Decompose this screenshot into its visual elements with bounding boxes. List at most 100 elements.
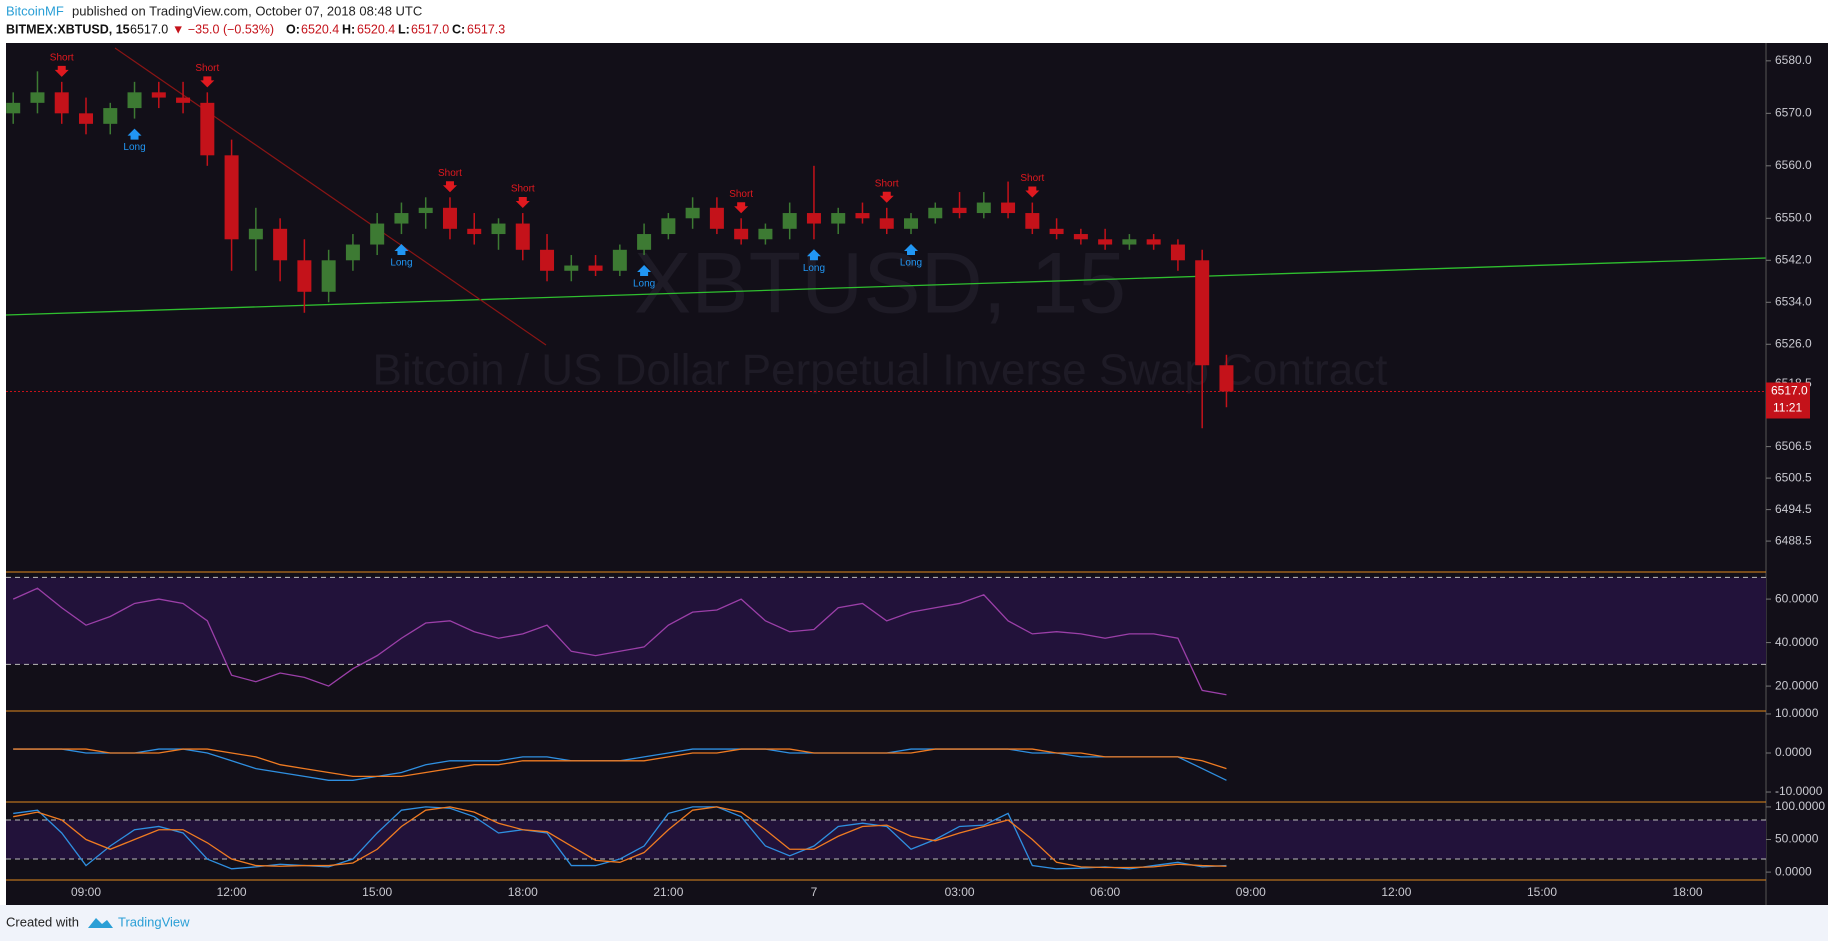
o: 6520.4	[301, 22, 339, 36]
x-tick-label: 15:00	[1527, 885, 1557, 899]
candle-body	[685, 207, 700, 219]
symbol: BITMEX:XBTUSD, 15	[6, 22, 130, 36]
l: 6517.0	[411, 22, 449, 36]
candle-body	[831, 213, 846, 224]
candle-body	[1170, 244, 1185, 261]
candle-body	[1122, 239, 1137, 245]
candle-body	[879, 218, 894, 229]
long-arrow	[904, 244, 919, 256]
rsi-line	[12, 587, 1227, 696]
watermark-subtitle: Bitcoin / US Dollar Perpetual Inverse Sw…	[373, 346, 1388, 395]
change: ▼ −35.0 (−0.53%)	[172, 22, 274, 36]
author[interactable]: BitcoinMF	[6, 3, 64, 18]
x-tick-label: 18:00	[1673, 885, 1703, 899]
h: 6520.4	[357, 22, 395, 36]
candle-body	[1219, 365, 1234, 392]
candle-body	[928, 207, 943, 219]
o-label: O:	[286, 22, 300, 36]
short-label: Short	[1020, 173, 1044, 184]
candle-body	[1195, 260, 1210, 366]
c: 6517.3	[467, 22, 505, 36]
short-arrow	[200, 76, 215, 88]
y-tick-label: 0.0000	[1775, 864, 1812, 878]
candle-body	[79, 113, 93, 124]
long-label: Long	[900, 258, 922, 269]
y-tick-label: 50.0000	[1775, 832, 1819, 846]
candle-body	[418, 207, 433, 214]
short-arrow	[515, 197, 530, 209]
x-tick-label: 15:00	[362, 885, 392, 899]
candle-body	[976, 202, 991, 214]
trend-line	[114, 47, 547, 346]
y-tick-label: 6526.0	[1775, 336, 1812, 350]
candle-body	[394, 213, 409, 224]
short-label: Short	[729, 189, 753, 200]
candle-body	[151, 92, 166, 98]
candle-body	[540, 249, 555, 271]
candle-body	[1001, 202, 1016, 214]
y-tick-label: 6542.0	[1775, 252, 1812, 266]
price-tag-price: 6517.0	[1771, 384, 1808, 398]
y-tick-label: 10.0000	[1775, 706, 1819, 720]
x-tick-label: 06:00	[1090, 885, 1120, 899]
h-label: H:	[342, 22, 355, 36]
short-label: Short	[511, 184, 535, 195]
trend-line	[5, 257, 1767, 316]
candle-body	[200, 102, 215, 156]
x-tick-label: 21:00	[653, 885, 683, 899]
long-arrow	[806, 249, 821, 261]
short-arrow	[54, 65, 69, 77]
x-tick-label: 12:00	[1381, 885, 1411, 899]
candle-body	[1025, 213, 1040, 229]
stoch-line	[13, 806, 1227, 869]
price-tag	[1766, 382, 1810, 419]
x-tick-label: 09:00	[1236, 885, 1266, 899]
candle-body	[515, 223, 530, 250]
watermark-title: XBTUSD, 15	[634, 236, 1126, 332]
short-label: Short	[438, 168, 462, 179]
candle-body	[297, 260, 312, 292]
candle-body	[1049, 228, 1064, 235]
published: published on TradingView.com, October 07…	[72, 3, 422, 18]
candle-body	[248, 228, 263, 240]
candle-body	[1098, 239, 1113, 245]
long-arrow	[394, 244, 409, 256]
candle-body	[758, 228, 773, 240]
y-tick-label: 6500.5	[1775, 470, 1812, 484]
y-tick-label: 6488.5	[1775, 533, 1812, 547]
candle-body	[176, 97, 191, 103]
y-tick-label: 20.0000	[1775, 678, 1819, 692]
y-tick-label: 6550.0	[1775, 210, 1812, 224]
stoch-line	[13, 806, 1227, 870]
candle-body	[904, 218, 919, 229]
x-tick-label: 18:00	[508, 885, 538, 899]
y-tick-label: 40.0000	[1775, 635, 1819, 649]
y-tick-label: 6534.0	[1775, 294, 1812, 308]
long-label: Long	[390, 258, 412, 269]
footer-brand[interactable]: TradingView	[118, 914, 190, 929]
short-arrow	[734, 202, 749, 214]
footer-bg	[0, 905, 1828, 941]
candle-body	[661, 218, 676, 235]
long-arrow	[637, 265, 652, 277]
candle-body	[6, 102, 21, 114]
long-arrow	[127, 128, 142, 140]
candle-body	[806, 213, 821, 224]
candle-body	[345, 244, 360, 261]
candle-body	[1073, 234, 1088, 240]
x-tick-label: 09:00	[71, 885, 101, 899]
y-tick-label: -10.0000	[1775, 784, 1823, 798]
chart-bg	[6, 43, 1828, 905]
y-tick-label: 6570.0	[1775, 106, 1812, 120]
short-label: Short	[50, 52, 74, 63]
candle-body	[127, 92, 142, 109]
y-tick-label: 100.0000	[1775, 799, 1825, 813]
candle-body	[782, 213, 797, 229]
x-tick-label: 03:00	[945, 885, 975, 899]
macd-line	[13, 748, 1227, 778]
c-label: C:	[452, 22, 465, 36]
candle-body	[637, 234, 652, 250]
candle-body	[855, 213, 870, 219]
